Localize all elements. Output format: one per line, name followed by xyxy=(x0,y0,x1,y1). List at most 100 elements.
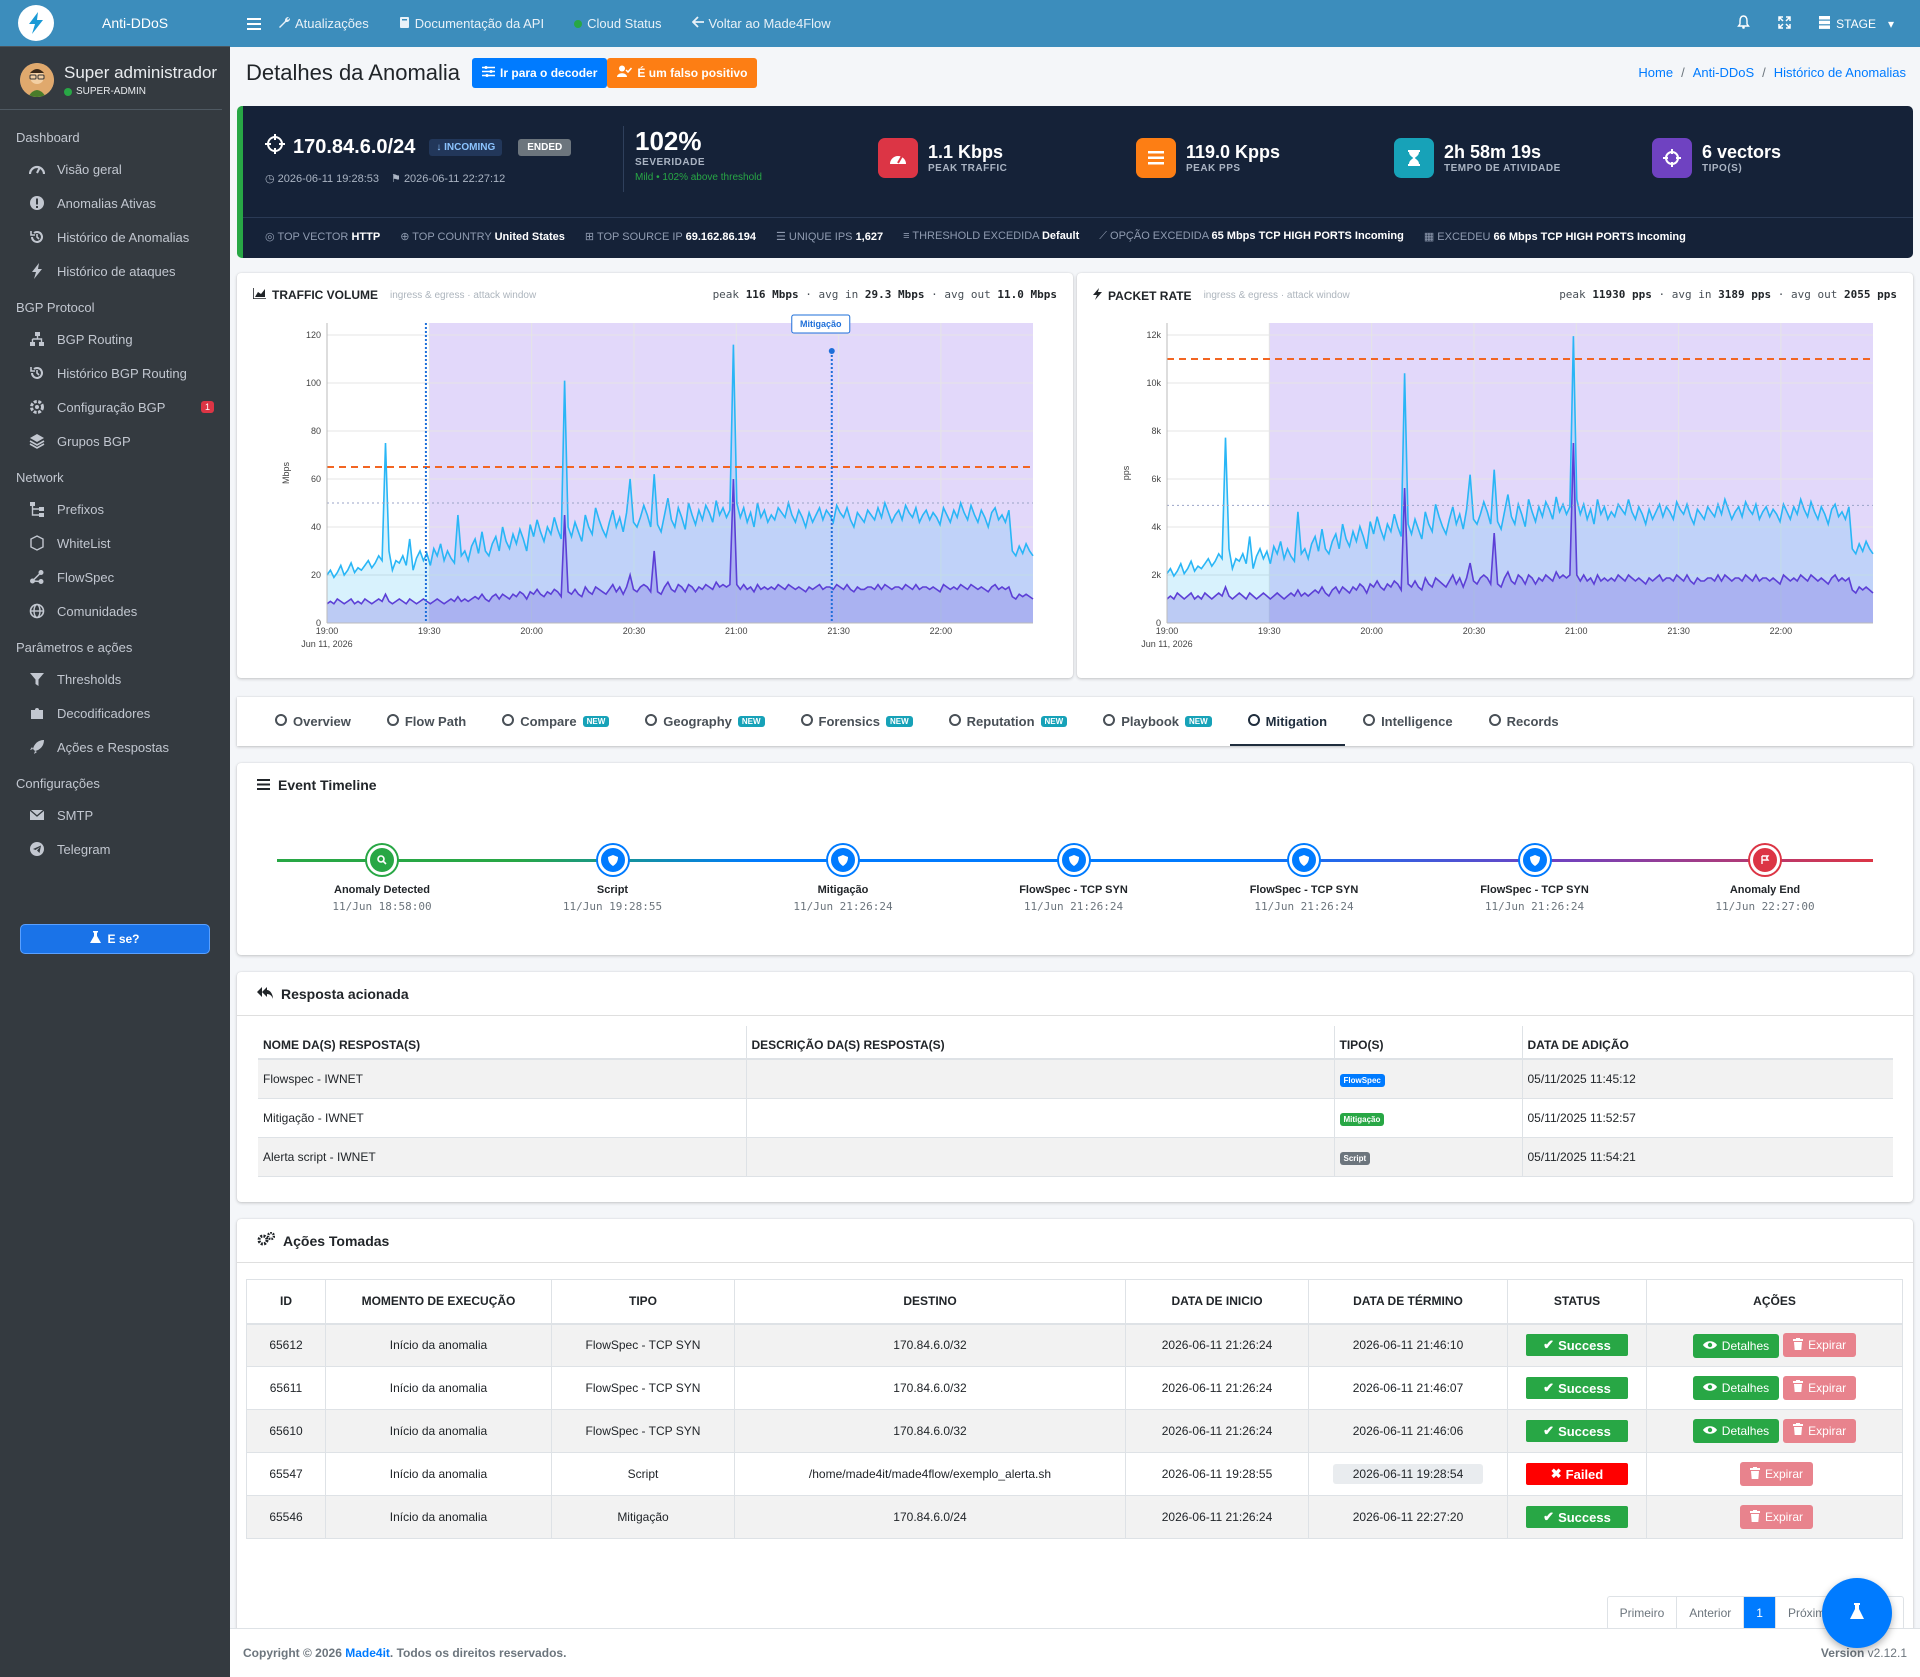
tab-overview[interactable]: Overview xyxy=(257,697,369,746)
expire-button[interactable]: Expirar xyxy=(1783,1418,1857,1443)
cell-id: 65546 xyxy=(246,1495,326,1539)
sidebar-item-grupos-bgp[interactable]: Grupos BGP xyxy=(0,424,230,458)
share-nodes-icon xyxy=(28,568,46,586)
series-line-in[interactable] xyxy=(1166,336,1874,578)
decoder-button[interactable]: Ir para o decoder xyxy=(472,57,608,88)
timeline-event[interactable]: FlowSpec - TCP SYN 11/Jun 21:26:24 xyxy=(1435,845,1635,913)
sidebar-item-historico-anomalias[interactable]: Histórico de Anomalias xyxy=(0,220,230,254)
sidebar-item-flowspec[interactable]: FlowSpec xyxy=(0,560,230,594)
x-tick-label: 22:00 xyxy=(1770,626,1793,636)
sidebar-item-smtp[interactable]: SMTP xyxy=(0,798,230,832)
sidebar-item-prefixos[interactable]: Prefixos xyxy=(0,492,230,526)
sidebar-item-historico-ataques[interactable]: Histórico de ataques xyxy=(0,254,230,288)
sidebar-item-label: SMTP xyxy=(57,807,94,823)
nav-link-atualizacoes[interactable]: Atualizações xyxy=(278,16,369,31)
timeline-event[interactable]: Anomaly End 11/Jun 22:27:00 xyxy=(1665,845,1865,913)
env-selector[interactable]: STAGE ▾ xyxy=(1819,15,1894,32)
anomaly-prefix: 170.84.6.0/24 xyxy=(293,135,416,158)
what-if-fab-button[interactable] xyxy=(1822,1578,1892,1648)
new-badge: NEW xyxy=(582,716,610,727)
packet-rate-chart[interactable]: 0 2k 4k 6k 8k 10k 12k 19:00 19:30 20:00 20:30 21:00… xyxy=(1077,273,1913,678)
column-header: MOMENTO DE EXECUÇÃO xyxy=(325,1279,552,1325)
y-axis-label: pps xyxy=(1121,465,1131,480)
tab-flow-path[interactable]: Flow Path xyxy=(369,697,484,746)
series-line-out[interactable] xyxy=(326,478,1034,605)
tab-compare[interactable]: Compare NEW xyxy=(484,697,627,746)
nav-link-back-made4flow[interactable]: Voltar ao Made4Flow xyxy=(691,16,831,31)
sidebar-item-decodificadores[interactable]: Decodificadores xyxy=(0,696,230,730)
series-line-in[interactable] xyxy=(326,344,1034,579)
expire-button[interactable]: Expirar xyxy=(1783,1333,1857,1357)
brand[interactable]: Anti-DDoS xyxy=(0,0,230,47)
sidebar-item-comunidades[interactable]: Comunidades xyxy=(0,594,230,628)
tab-geography[interactable]: Geography NEW xyxy=(627,697,782,746)
status-badge: ✔ Success xyxy=(1526,1334,1628,1357)
tab-playbook[interactable]: Playbook NEW xyxy=(1085,697,1229,746)
nav-link-cloud-status[interactable]: Cloud Status xyxy=(574,16,662,31)
end-time-value: 2026-06-11 22:27:12 xyxy=(403,173,506,185)
timeline-event[interactable]: Anomaly Detected 11/Jun 18:58:00 xyxy=(282,845,482,913)
expire-label: Expirar xyxy=(1808,1380,1847,1395)
pagination-próximo[interactable]: Próximo xyxy=(1774,1597,1844,1629)
response-date: 05/11/2025 11:52:57 xyxy=(1522,1098,1893,1138)
details-button[interactable]: Detalhes xyxy=(1692,1376,1780,1401)
sidebar-item-bgp-routing[interactable]: BGP Routing xyxy=(0,322,230,356)
false-positive-label: É um falso positivo xyxy=(637,65,748,80)
check-icon: ✔ xyxy=(1543,1423,1555,1438)
false-positive-button[interactable]: É um falso positivo xyxy=(607,57,758,88)
traffic-chart-title: TRAFFIC VOLUME xyxy=(272,288,378,302)
breadcrumb-anti-ddos[interactable]: Anti-DDoS xyxy=(1692,65,1755,80)
x-tick-label: 20:00 xyxy=(520,626,543,636)
user-panel[interactable]: Super administrador SUPER-ADMIN xyxy=(0,47,222,110)
details-button[interactable]: Detalhes xyxy=(1692,1419,1780,1444)
sidebar-item-telegram[interactable]: Telegram xyxy=(0,832,230,866)
app-name: Anti-DDoS xyxy=(102,15,169,31)
sidebar-item-thresholds[interactable]: Thresholds xyxy=(0,662,230,696)
expire-button[interactable]: Expirar xyxy=(1739,1462,1813,1486)
sidebar-item-whitelist[interactable]: WhiteList xyxy=(0,526,230,560)
tab-records[interactable]: Records xyxy=(1471,697,1577,746)
timeline-event[interactable]: Mitigação 11/Jun 21:26:24 xyxy=(743,845,943,913)
bell-icon[interactable] xyxy=(1737,15,1751,32)
y-tick-label: 4k xyxy=(1151,522,1161,532)
sidebar-item-config-bgp[interactable]: Configuração BGP 1 xyxy=(0,390,230,424)
tab-reputation[interactable]: Reputation NEW xyxy=(931,697,1086,746)
series-line-out[interactable] xyxy=(1166,442,1874,601)
pagination-page-1[interactable]: 1 xyxy=(1743,1597,1775,1629)
tab-forensics[interactable]: Forensics NEW xyxy=(783,697,931,746)
sidebar-item-historico-bgp[interactable]: Histórico BGP Routing xyxy=(0,356,230,390)
menu-toggle-icon[interactable] xyxy=(230,17,278,30)
expire-button[interactable]: Expirar xyxy=(1783,1375,1857,1400)
stat-label: avg out xyxy=(944,288,991,301)
timeline-event[interactable]: FlowSpec - TCP SYN 11/Jun 21:26:24 xyxy=(1204,845,1404,913)
gauge-icon xyxy=(275,714,287,729)
actions-title: Ações Tomadas xyxy=(283,1232,390,1249)
tab-intelligence[interactable]: Intelligence xyxy=(1345,697,1471,746)
x-tick-label: 20:30 xyxy=(1463,626,1486,636)
timeline-event[interactable]: Script 11/Jun 19:28:55 xyxy=(513,845,713,913)
sidebar-item-visao-geral[interactable]: Visão geral xyxy=(0,152,230,186)
stat-value: 2h 58m 19s xyxy=(1444,142,1542,162)
status-badge: ✖ Failed xyxy=(1526,1463,1628,1485)
tab-label: Geography xyxy=(663,714,732,729)
cell-status: ✔ Success xyxy=(1507,1495,1647,1539)
expire-button[interactable]: Expirar xyxy=(1739,1505,1813,1529)
details-button[interactable]: Detalhes xyxy=(1692,1333,1780,1358)
nav-link-api-docs[interactable]: Documentação da API xyxy=(399,16,544,32)
footer-company-link[interactable]: Made4it xyxy=(345,1646,390,1660)
sidebar-item-anomalias-ativas[interactable]: Anomalias Ativas xyxy=(0,186,230,220)
response-type: FlowSpec xyxy=(1334,1059,1523,1099)
tab-mitigation[interactable]: Mitigation xyxy=(1229,697,1346,746)
traffic-volume-chart[interactable]: 0 20 40 60 80 100 120 19:00 19:30 20:00 20:30 21:00… xyxy=(237,273,1073,678)
breadcrumb-history[interactable]: Histórico de Anomalias xyxy=(1773,65,1906,80)
cell-dest: 170.84.6.0/32 xyxy=(734,1409,1126,1453)
sidebar-item-acoes-respostas[interactable]: Ações e Respostas xyxy=(0,730,230,764)
cell-dest: /home/made4it/made4flow/exemplo_alerta.s… xyxy=(734,1452,1126,1496)
alert-circle-icon xyxy=(28,194,46,212)
what-if-button[interactable]: E se? xyxy=(20,924,210,954)
fullscreen-icon[interactable] xyxy=(1778,15,1791,32)
timeline-event[interactable]: FlowSpec - TCP SYN 11/Jun 21:26:24 xyxy=(974,845,1174,913)
pagination-primeiro[interactable]: Primeiro xyxy=(1619,1606,1665,1620)
breadcrumb-home[interactable]: Home xyxy=(1638,65,1674,80)
pagination-anterior[interactable]: Anterior xyxy=(1676,1597,1743,1629)
